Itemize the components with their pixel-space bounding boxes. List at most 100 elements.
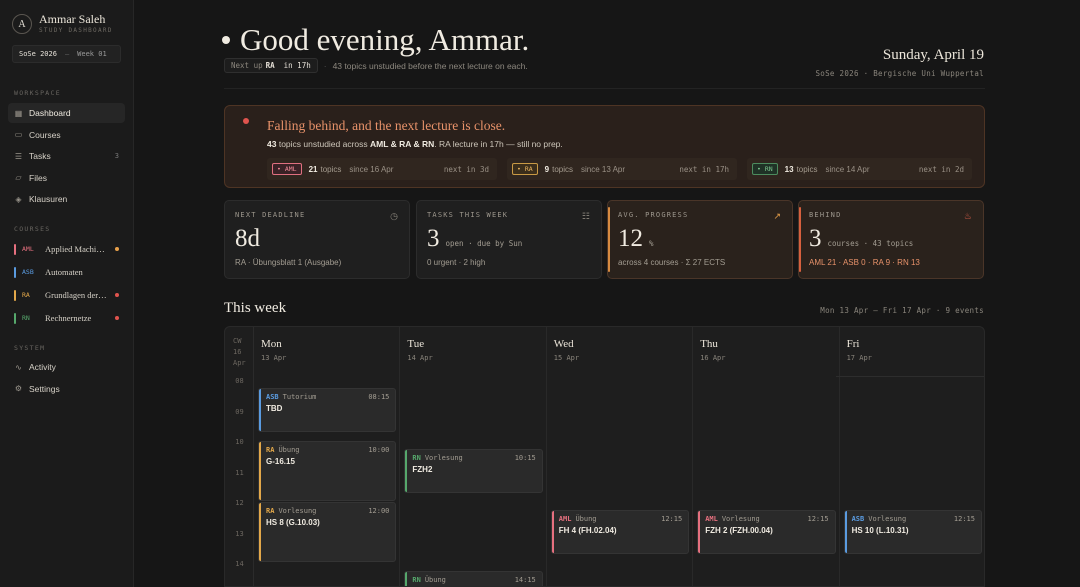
card-value: 12 bbox=[618, 225, 643, 252]
course-status-dot bbox=[115, 247, 119, 251]
brand[interactable]: A Ammar Saleh STUDY DASHBOARD bbox=[12, 13, 113, 35]
sidebar-item-tasks[interactable]: ☰ Tasks 3 bbox=[8, 146, 125, 166]
alert-description: 43 topics unstudied across AML & RA & RN… bbox=[267, 139, 563, 149]
chip-unit: topics bbox=[320, 164, 342, 174]
card-value: 8d bbox=[235, 225, 260, 252]
term-selector[interactable]: SoSe 2026 — Week 01 bbox=[12, 45, 121, 63]
stat-card-behind[interactable]: BEHIND ♨ 3 courses · 43 topics AML 21 · ASB … bbox=[798, 200, 984, 279]
sidebar-item-klausuren[interactable]: ◈ Klausuren bbox=[8, 189, 125, 209]
day-date: 14 Apr bbox=[407, 354, 433, 362]
grid-icon: ▦ bbox=[14, 108, 23, 118]
course-code: ASB bbox=[22, 268, 34, 276]
day-header: Tue 14 Apr bbox=[400, 327, 545, 376]
calendar-gutter: CW 16 Apr 08 09 10 11 12 13 14 bbox=[225, 327, 254, 586]
book-icon: ▭ bbox=[14, 130, 23, 139]
event-time: 10:15 bbox=[514, 453, 536, 462]
stat-card-tasks-this-week[interactable]: TASKS THIS WEEK ☷ 3 open · due by Sun 0 urge… bbox=[416, 200, 602, 279]
stat-card-next-deadline[interactable]: NEXT DEADLINE ◷ 8d RA · Übungsblatt 1 (Ausg… bbox=[224, 200, 410, 279]
calendar-event[interactable]: RA Übung 10:00 G-16.15 bbox=[258, 441, 397, 501]
event-type: Vorlesung bbox=[868, 514, 907, 523]
sidebar-item-settings[interactable]: ⚙ Settings bbox=[8, 379, 125, 399]
event-course-code: ASB bbox=[266, 392, 279, 401]
alert-desc-mid: topics unstudied across bbox=[276, 139, 371, 149]
sidebar-item-dashboard[interactable]: ▦ Dashboard bbox=[8, 103, 125, 123]
card-subtext: 0 urgent · 2 high bbox=[427, 258, 486, 267]
greeting: Good evening, Ammar. bbox=[222, 22, 529, 58]
course-status-dot bbox=[115, 293, 119, 297]
event-room: FZH 2 (FZH.00.04) bbox=[705, 525, 773, 535]
cw-number: 16 bbox=[233, 348, 242, 356]
course-color-bar bbox=[14, 312, 16, 324]
hour-label: 13 bbox=[235, 529, 244, 538]
calendar-event[interactable]: AML Übung 12:15 FH 4 (FH.02.04) bbox=[550, 509, 690, 555]
calendar-event[interactable]: AML Vorlesung 12:15 FZH 2 (FZH.00.04) bbox=[697, 509, 836, 555]
card-accent bbox=[608, 207, 610, 272]
sidebar-item-count: 3 bbox=[114, 152, 119, 160]
term-separator: — bbox=[64, 50, 70, 58]
sidebar-item-label: Klausuren bbox=[29, 194, 68, 204]
sidebar-item-files[interactable]: ▱ Files bbox=[8, 168, 125, 188]
next-up-pill[interactable]: Next up RA in 17h bbox=[224, 58, 318, 73]
event-color-bar bbox=[844, 510, 847, 554]
sidebar-course-asb[interactable]: ASB Automaten bbox=[8, 262, 125, 282]
card-value-row: 12% bbox=[618, 225, 654, 253]
sidebar-course-aml[interactable]: AML Applied Machine Learning bbox=[8, 239, 125, 259]
hour-label: 09 bbox=[235, 407, 244, 416]
alert-count: 43 bbox=[267, 139, 277, 149]
day-column-thu: Thu 16 Apr bbox=[693, 327, 840, 586]
calendar-event[interactable]: RN Übung 14:15 bbox=[404, 570, 543, 586]
sidebar-item-activity[interactable]: ∿ Activity bbox=[8, 357, 125, 377]
chip-course-tag: • RA bbox=[512, 163, 538, 175]
event-meta: RN Vorlesung 10:15 bbox=[412, 454, 535, 462]
event-time: 12:15 bbox=[807, 514, 829, 523]
day-name: Thu bbox=[700, 338, 718, 350]
course-color-bar bbox=[14, 289, 16, 301]
card-label: AVG. PROGRESS bbox=[618, 211, 689, 219]
event-course-code: RA bbox=[266, 507, 275, 515]
event-type: Übung bbox=[575, 514, 597, 523]
alert-chip-ra[interactable]: • RA 9 topics since 13 Apr next in 17h bbox=[507, 158, 737, 180]
calendar-event[interactable]: RA Vorlesung 12:00 HS 8 (G.10.03) bbox=[258, 502, 397, 562]
card-unit: % bbox=[649, 239, 654, 248]
chip-count: 9 bbox=[544, 164, 550, 174]
calendar-event[interactable]: ASB Tutorium 08:15 TBD bbox=[258, 387, 397, 433]
event-time: 08:15 bbox=[368, 392, 390, 401]
sidebar-item-label: Dashboard bbox=[29, 108, 71, 118]
day-date: 15 Apr bbox=[553, 354, 580, 362]
event-meta: RN Übung 14:15 bbox=[412, 576, 535, 584]
alert-courses: AML & RA & RN bbox=[370, 139, 435, 149]
cw-label: CW bbox=[233, 337, 242, 345]
event-time: 10:00 bbox=[368, 446, 390, 454]
next-up-text: 43 topics unstudied before the next lect… bbox=[332, 60, 528, 71]
sidebar-course-ra[interactable]: RA Grundlagen der Rechnerarchitektur bbox=[8, 285, 125, 305]
card-value-row: 3 open · due by Sun bbox=[427, 225, 522, 253]
clock-icon: ◷ bbox=[390, 211, 398, 221]
tasks-icon: ☰ bbox=[14, 151, 23, 161]
alert-chip-rn[interactable]: • RN 13 topics since 14 Apr next in 2d bbox=[747, 158, 972, 180]
chip-next: next in 2d bbox=[918, 164, 964, 174]
alert-title: Falling behind, and the next lecture is … bbox=[267, 118, 506, 133]
sidebar-item-courses[interactable]: ▭ Courses bbox=[8, 125, 125, 145]
hour-label: 14 bbox=[235, 560, 244, 568]
week-title: This week bbox=[224, 300, 287, 316]
alert-chip-aml[interactable]: • AML 21 topics since 16 Apr next in 3d bbox=[267, 158, 497, 180]
event-meta: RA Vorlesung 12:00 bbox=[266, 507, 389, 515]
calendar-event[interactable]: RN Vorlesung 10:15 FZH2 bbox=[404, 448, 543, 494]
event-color-bar bbox=[259, 388, 261, 432]
sidebar-course-rn[interactable]: RN Rechnernetze bbox=[8, 308, 125, 328]
chip-count: 13 bbox=[784, 164, 794, 174]
card-subtext: AML 21 · ASB 0 · RA 9 · RN 13 bbox=[809, 258, 920, 267]
calendar-event[interactable]: ASB Vorlesung 12:15 HS 10 (L.10.31) bbox=[843, 509, 982, 555]
behind-alert: Falling behind, and the next lecture is … bbox=[224, 105, 985, 188]
course-color-bar bbox=[14, 243, 16, 255]
brand-subtitle: STUDY DASHBOARD bbox=[39, 27, 113, 34]
course-code: AML bbox=[22, 245, 34, 253]
cap-icon: ◈ bbox=[15, 194, 22, 204]
sidebar: A Ammar Saleh STUDY DASHBOARD SoSe 2026 … bbox=[0, 0, 134, 587]
card-unit: courses · 43 topics bbox=[827, 239, 914, 248]
course-code: RN bbox=[22, 314, 30, 322]
stat-card-avg-progress[interactable]: AVG. PROGRESS ↗ 12% across 4 courses · Σ 27… bbox=[607, 200, 793, 279]
event-course-code: RN bbox=[412, 575, 421, 584]
chip-unit: topics bbox=[796, 164, 818, 174]
event-meta: ASB Vorlesung 12:15 bbox=[852, 515, 975, 523]
